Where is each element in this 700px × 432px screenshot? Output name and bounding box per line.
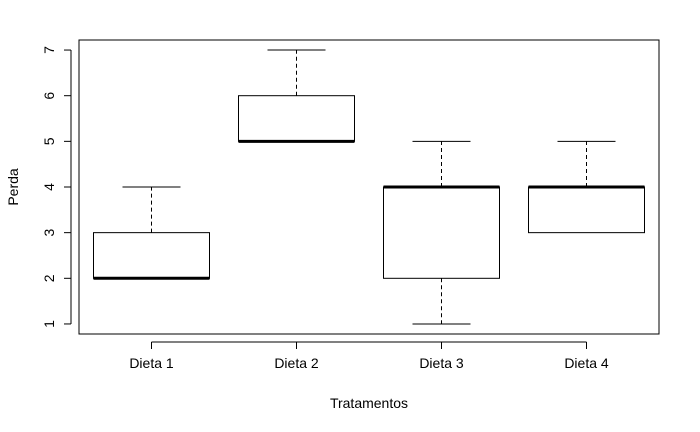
y-tick-label: 3 (41, 229, 57, 237)
box-iqr (93, 232, 210, 279)
box-4 (528, 140, 645, 234)
x-axis-title: Tratamentos (330, 395, 408, 411)
y-tick-label: 5 (41, 137, 57, 145)
y-tick-label: 7 (41, 46, 57, 54)
plot-frame (78, 39, 660, 335)
box-iqr (528, 186, 645, 234)
box-2 (238, 49, 355, 143)
x-tick-label: Dieta 3 (419, 355, 464, 371)
y-tick-label: 1 (41, 320, 57, 328)
x-tick-label: Dieta 1 (129, 355, 174, 371)
x-tick-label: Dieta 2 (274, 355, 319, 371)
boxes-layer (93, 49, 645, 325)
x-tick-label: Dieta 4 (564, 355, 609, 371)
y-tick-label: 2 (41, 274, 57, 282)
x-axis: Dieta 1 Dieta 2 Dieta 3 Dieta 4 (129, 341, 609, 371)
box-iqr (238, 95, 355, 142)
box-iqr (383, 186, 500, 279)
box-3 (383, 140, 500, 325)
y-axis-title: Perda (5, 168, 21, 206)
y-tick-label: 6 (41, 92, 57, 100)
box-1 (93, 186, 210, 280)
y-axis: 1 2 3 4 5 6 7 (41, 46, 72, 328)
y-tick-label: 4 (41, 183, 57, 191)
